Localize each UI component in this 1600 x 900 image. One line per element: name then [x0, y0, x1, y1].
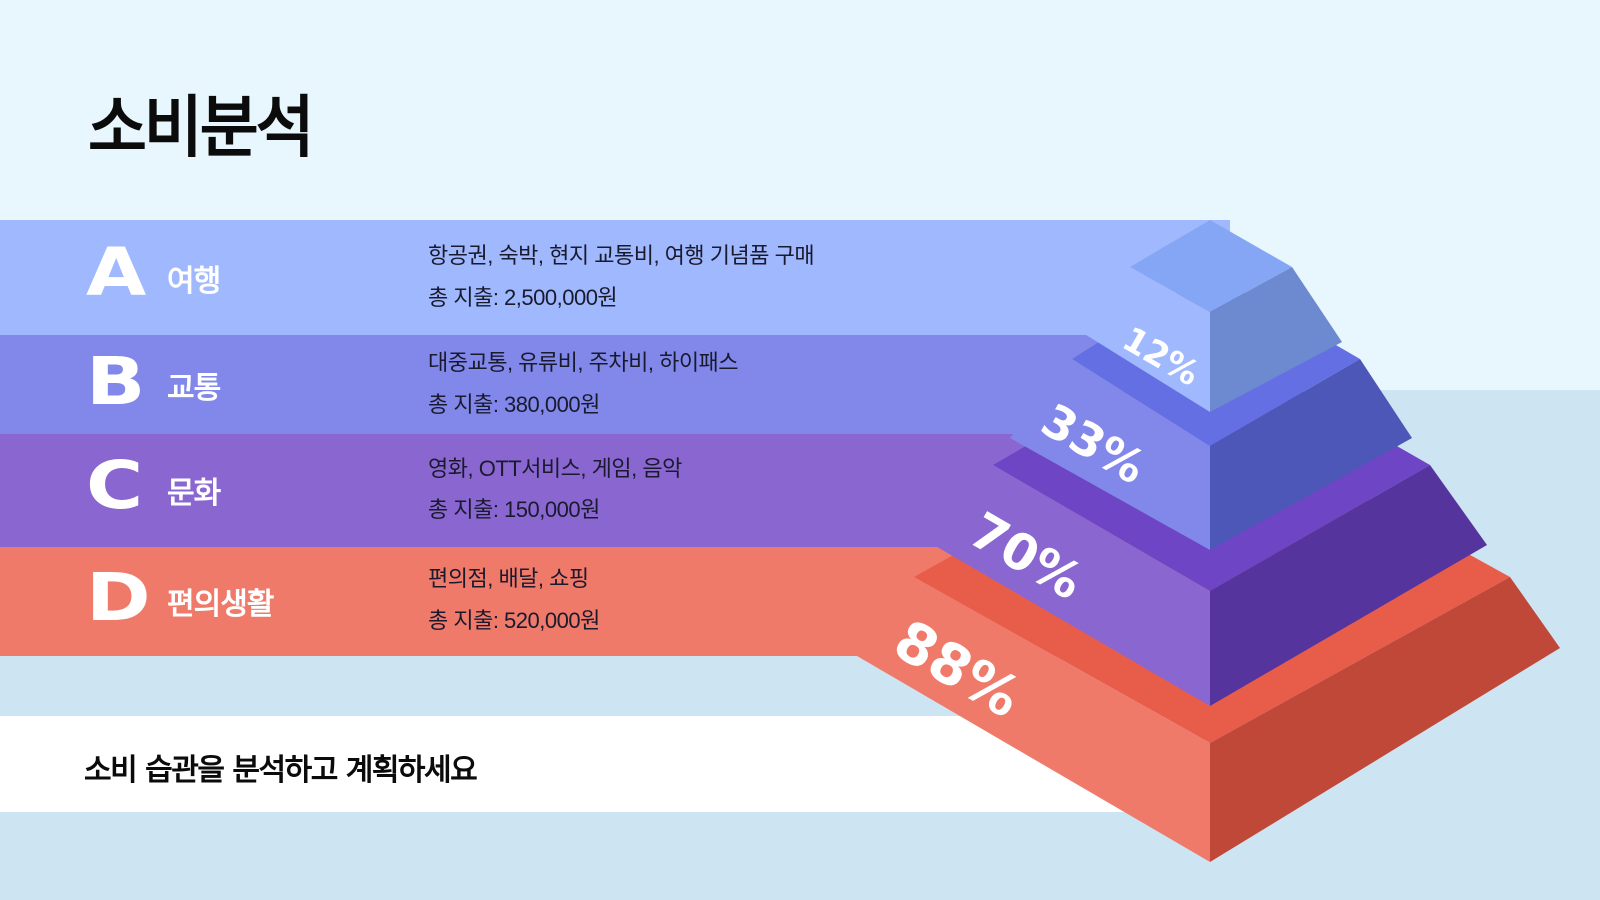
category-total-d: 총 지출: 520,000원: [428, 608, 600, 633]
category-band-a: A 여행 항공권, 숙박, 현지 교통비, 여행 기념품 구매 총 지출: 2,…: [0, 220, 1230, 335]
category-letter-d: D: [86, 559, 151, 636]
category-letter-a: A: [86, 234, 147, 311]
category-total-c: 총 지출: 150,000원: [428, 497, 600, 522]
category-total-a: 총 지출: 2,500,000원: [428, 285, 618, 310]
category-description-b: 대중교통, 유류비, 주차비, 하이패스: [428, 350, 739, 375]
category-letter-c: C: [86, 447, 144, 524]
category-band-c: C 문화 영화, OTT서비스, 게임, 음악 총 지출: 150,000원: [0, 434, 1230, 547]
category-band-d: D 편의생활 편의점, 배달, 쇼핑 총 지출: 520,000원: [0, 547, 1230, 656]
category-name-a: 여행: [167, 264, 221, 299]
category-band-b: B 교통 대중교통, 유류비, 주차비, 하이패스 총 지출: 380,000원: [0, 335, 1230, 434]
category-letter-b: B: [86, 343, 146, 420]
category-total-b: 총 지출: 380,000원: [428, 392, 600, 417]
category-description-d: 편의점, 배달, 쇼핑: [428, 566, 589, 591]
category-name-d: 편의생활: [167, 587, 274, 622]
category-description-a: 항공권, 숙박, 현지 교통비, 여행 기념품 구매: [428, 243, 815, 268]
page-title: 소비분석: [88, 89, 315, 168]
category-name-c: 문화: [167, 476, 221, 511]
category-name-b: 교통: [167, 371, 221, 406]
tagline: 소비 습관을 분석하고 계획하세요: [84, 753, 478, 788]
category-description-c: 영화, OTT서비스, 게임, 음악: [428, 456, 682, 481]
